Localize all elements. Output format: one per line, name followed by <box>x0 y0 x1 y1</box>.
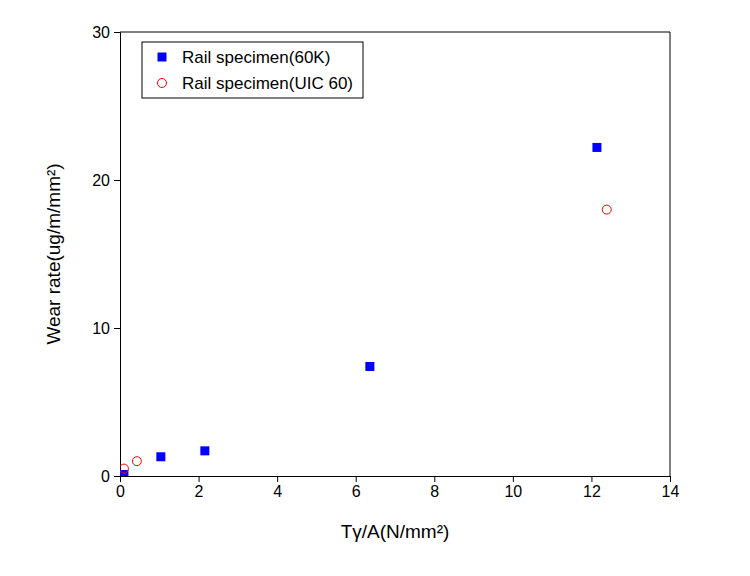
x-tick-label: 8 <box>430 483 439 500</box>
legend: Rail specimen(60K) Rail specimen(UIC 60) <box>142 42 363 98</box>
y-tick-label: 0 <box>101 468 110 485</box>
chart: 0 2 4 6 8 10 12 14 0 10 20 30 Tγ/A(N/mm²) Wear rate(u… <box>0 0 750 576</box>
frame-top <box>120 32 670 33</box>
x-tick: 10 <box>504 476 522 500</box>
x-tick-mark <box>356 476 357 482</box>
point <box>132 457 141 466</box>
x-axis-title: Tγ/A(N/mm²) <box>341 521 450 542</box>
points <box>120 143 611 476</box>
point <box>200 446 209 455</box>
point <box>602 205 611 214</box>
legend-marker <box>158 79 167 88</box>
x-axis-line <box>121 477 671 483</box>
y-axis: 0 10 20 30 <box>92 24 120 485</box>
x-tick-mark <box>277 476 278 482</box>
y-tick-mark <box>114 32 120 33</box>
point <box>365 362 374 371</box>
point <box>120 464 128 473</box>
x-tick-mark <box>434 476 435 482</box>
x-tick-mark <box>591 476 592 482</box>
x-tick: 0 <box>116 476 125 500</box>
legend-label: Rail specimen(UIC 60) <box>182 74 353 93</box>
legend-box <box>142 42 363 98</box>
y-tick-mark <box>114 328 120 329</box>
x-tick-mark <box>513 476 514 482</box>
x-tick: 6 <box>352 476 361 500</box>
x-tick-mark <box>199 476 200 482</box>
y-tick-mark <box>114 180 120 181</box>
frame-right <box>670 32 671 476</box>
x-tick: 2 <box>195 476 204 500</box>
y-tick: 30 <box>92 24 120 41</box>
x-tick: 14 <box>662 476 680 500</box>
x-tick: 12 <box>583 476 601 500</box>
x-tick-mark <box>670 476 671 482</box>
point <box>592 143 601 152</box>
y-axis-title: Wear rate(ug/m/mm²) <box>43 163 64 344</box>
y-tick-label: 20 <box>92 172 110 189</box>
y-tick: 0 <box>101 468 120 485</box>
x-axis: 0 2 4 6 8 10 12 14 <box>116 476 679 500</box>
series <box>120 143 601 476</box>
x-tick-label: 12 <box>583 483 601 500</box>
x-tick-label: 14 <box>662 483 680 500</box>
x-tick-label: 2 <box>195 483 204 500</box>
point <box>156 452 165 461</box>
x-tick-label: 6 <box>352 483 361 500</box>
y-tick-label: 30 <box>92 24 110 41</box>
y-tick-label: 10 <box>92 320 110 337</box>
y-axis-line <box>114 33 121 477</box>
legend-label: Rail specimen(60K) <box>182 48 330 67</box>
legend-marker <box>158 53 167 62</box>
x-tick: 8 <box>430 476 439 500</box>
y-tick: 10 <box>92 320 120 337</box>
x-tick-label: 4 <box>273 483 282 500</box>
y-tick-mark <box>114 476 120 477</box>
x-tick-label: 0 <box>116 483 125 500</box>
y-tick: 20 <box>92 172 120 189</box>
x-tick-label: 10 <box>504 483 522 500</box>
plot: 0 2 4 6 8 10 12 14 0 10 20 30 Tγ/A(N/mm²) Wear rate(u… <box>43 24 680 542</box>
x-tick: 4 <box>273 476 282 500</box>
series <box>120 205 611 473</box>
